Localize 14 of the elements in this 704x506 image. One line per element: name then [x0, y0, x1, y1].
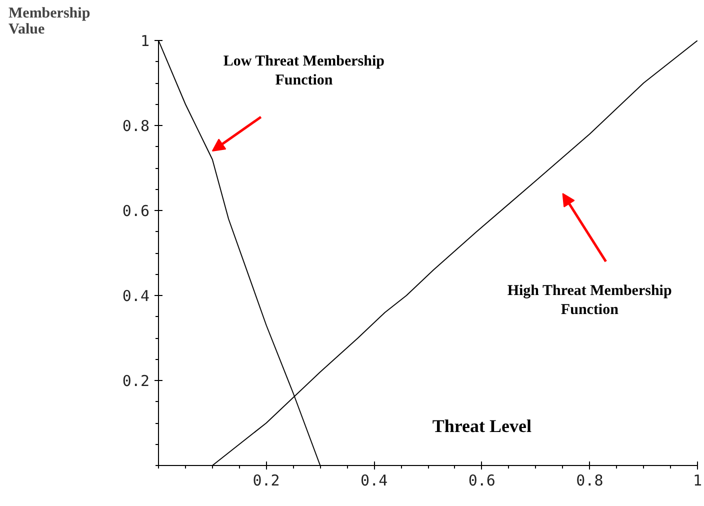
y-tick-label: 0.2: [122, 372, 150, 390]
y-tick-label: 0.8: [122, 117, 150, 135]
x-axis-title: Threat Level: [432, 416, 532, 436]
x-tick-label: 0.2: [252, 472, 280, 490]
x-tick-label: 0.6: [468, 472, 496, 490]
y-axis-title: Membership Value: [8, 6, 90, 38]
annotation: Low Threat Membership Function: [223, 53, 384, 88]
x-tick-label: 0.4: [360, 472, 388, 490]
y-tick-label: 1: [140, 32, 150, 50]
y-tick-label: 0.6: [122, 202, 150, 220]
y-tick-label: 0.4: [122, 287, 150, 305]
annotation: High Threat Membership Function: [507, 282, 672, 318]
x-tick-label: 0.8: [576, 472, 604, 490]
x-tick-label: 1: [692, 472, 702, 490]
